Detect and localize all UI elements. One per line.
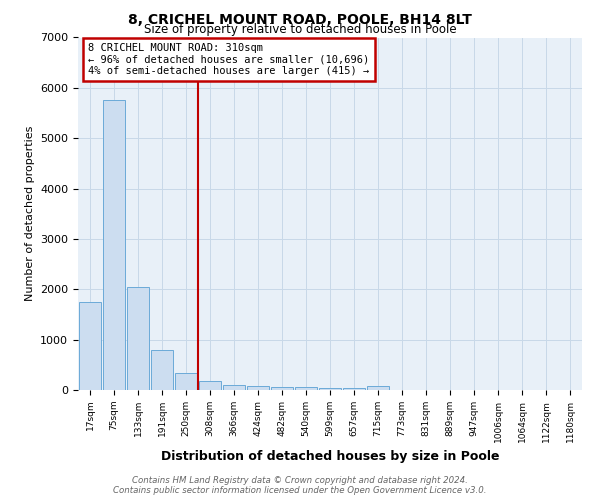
X-axis label: Distribution of detached houses by size in Poole: Distribution of detached houses by size … <box>161 450 499 463</box>
Bar <box>247 386 269 390</box>
Text: Contains HM Land Registry data © Crown copyright and database right 2024.
Contai: Contains HM Land Registry data © Crown c… <box>113 476 487 495</box>
Text: Size of property relative to detached houses in Poole: Size of property relative to detached ho… <box>143 24 457 36</box>
Bar <box>103 100 125 390</box>
Bar <box>295 388 317 390</box>
Bar <box>127 287 149 390</box>
Bar <box>151 350 173 390</box>
Bar <box>271 386 293 390</box>
Bar <box>199 380 221 390</box>
Y-axis label: Number of detached properties: Number of detached properties <box>25 126 35 302</box>
Bar <box>223 384 245 390</box>
Bar <box>367 386 389 390</box>
Text: 8, CRICHEL MOUNT ROAD, POOLE, BH14 8LT: 8, CRICHEL MOUNT ROAD, POOLE, BH14 8LT <box>128 12 472 26</box>
Bar <box>343 388 365 390</box>
Text: 8 CRICHEL MOUNT ROAD: 310sqm
← 96% of detached houses are smaller (10,696)
4% of: 8 CRICHEL MOUNT ROAD: 310sqm ← 96% of de… <box>88 43 370 76</box>
Bar <box>79 302 101 390</box>
Bar <box>319 388 341 390</box>
Bar <box>175 373 197 390</box>
